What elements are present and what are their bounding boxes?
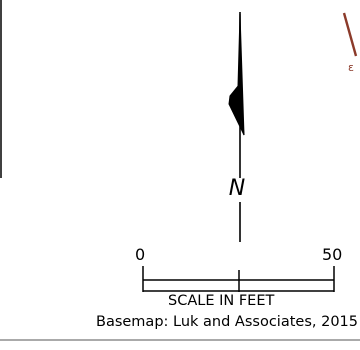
north-arrow-icon — [228, 12, 245, 242]
basemap-credit: Basemap: Luk and Associates, 2015 — [96, 314, 358, 330]
north-letter-label: N — [228, 176, 246, 201]
map-feature-label-fragment: ε — [348, 61, 354, 74]
scale-label-start: 0 — [135, 245, 146, 264]
map-feature-line — [342, 12, 358, 57]
scale-bar — [142, 266, 335, 292]
scale-title: SCALE IN FEET — [168, 293, 275, 309]
scale-label-end: 50 — [322, 245, 343, 264]
